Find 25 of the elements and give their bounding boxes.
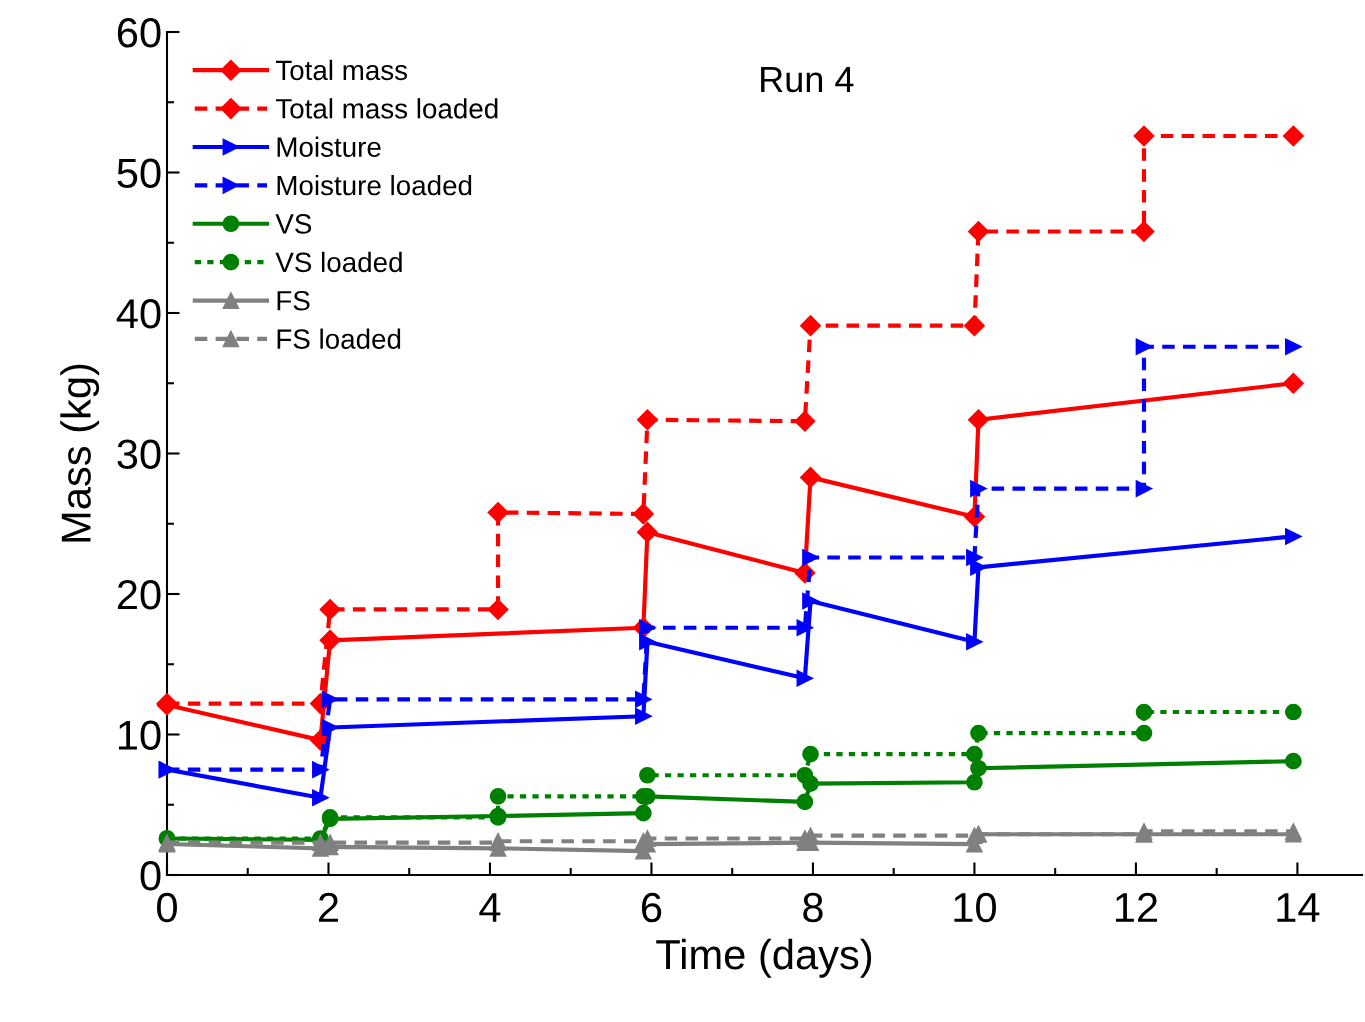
x-tick-label: 2 [319, 892, 338, 922]
x-tick-label: 6 [641, 892, 662, 923]
legend-label: Total mass [275, 59, 408, 81]
x-tick-label: 4 [479, 893, 501, 922]
x-tick-label: 12 [1115, 892, 1157, 922]
legend-label: Moisture [277, 136, 381, 157]
y-tick-label: 40 [116, 299, 161, 329]
legend-label: VS loaded [275, 251, 402, 273]
y-tick-label: 0 [140, 861, 161, 891]
x-tick-label: 10 [954, 892, 996, 923]
legend-label: FS loaded [277, 328, 401, 349]
legend-label: VS [275, 214, 312, 234]
x-tick-label: 8 [803, 892, 823, 923]
annotation: Run 4 [761, 67, 854, 93]
y-tick-label: 20 [117, 580, 161, 610]
y-tick-label: 50 [117, 158, 161, 189]
legend-label: Total mass loaded [275, 98, 498, 119]
y-axis-title: Mass (kg) [60, 364, 100, 542]
legend-label: FS [277, 290, 310, 311]
legend-label: Moisture loaded [277, 174, 472, 196]
x-tick-label: 14 [1277, 893, 1320, 922]
y-tick-label: 30 [117, 439, 161, 470]
y-tick-label: 10 [118, 720, 161, 751]
x-axis-title: Time (days) [656, 938, 872, 978]
y-tick-label: 60 [117, 18, 161, 48]
